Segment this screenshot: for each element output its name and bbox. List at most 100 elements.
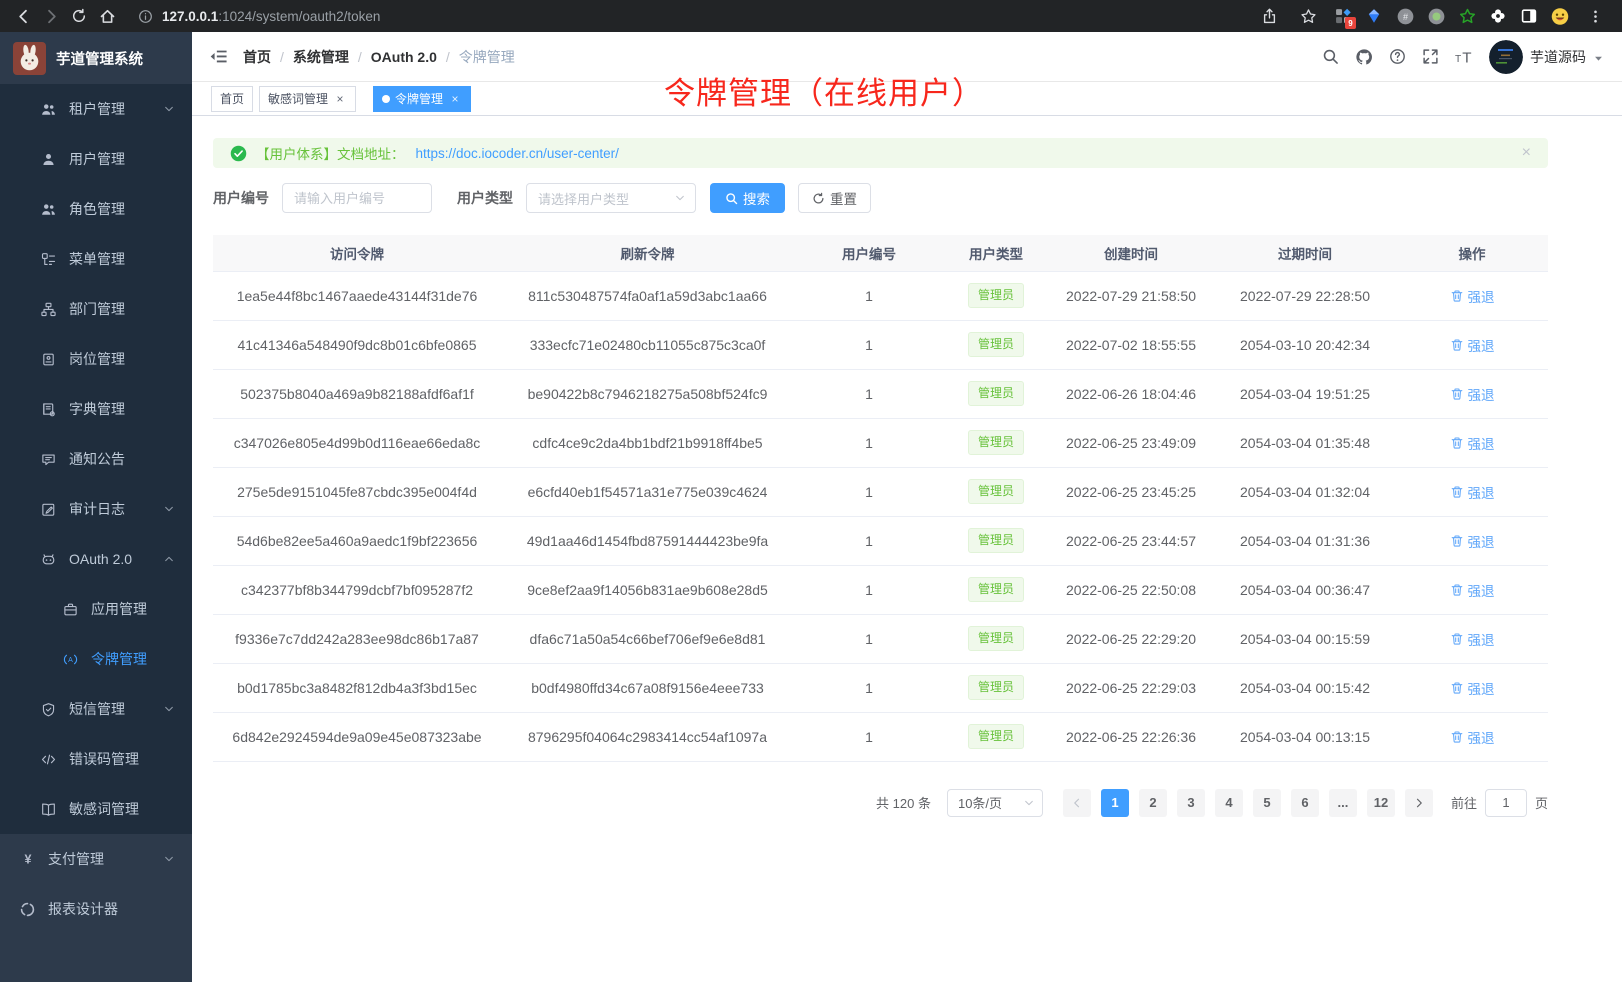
- delete-icon: [1450, 485, 1464, 499]
- expires-at-cell: 2054-03-04 01:32:04: [1214, 467, 1396, 517]
- refresh-token-cell: e6cfd40eb1f54571a31e775e039c4624: [501, 467, 794, 517]
- side-panel-icon[interactable]: [1520, 7, 1538, 25]
- breadcrumb-item[interactable]: 首页: [243, 48, 271, 65]
- sidebar-item[interactable]: 岗位管理: [0, 334, 192, 384]
- alert-close-icon[interactable]: ×: [1521, 144, 1531, 161]
- force-logout-button[interactable]: 强退: [1450, 433, 1495, 453]
- url-host: 127.0.0.1: [162, 8, 219, 24]
- app-logo: [13, 41, 46, 75]
- search-icon[interactable]: [1322, 48, 1339, 65]
- extension-command-icon[interactable]: #: [1396, 7, 1414, 25]
- next-page-button[interactable]: [1404, 788, 1433, 817]
- user-menu[interactable]: 芋道源码: [1489, 39, 1604, 74]
- sidebar-item[interactable]: 短信管理: [0, 684, 192, 734]
- breadcrumb-item[interactable]: OAuth 2.0: [349, 49, 437, 65]
- sidebar-item[interactable]: 敏感词管理: [0, 784, 192, 834]
- home-button[interactable]: [94, 3, 120, 29]
- page-button[interactable]: 12: [1366, 788, 1395, 817]
- force-logout-button[interactable]: 强退: [1450, 286, 1495, 306]
- svg-text:#: #: [1402, 11, 1407, 21]
- page-button[interactable]: 3: [1176, 788, 1205, 817]
- breadcrumb-item[interactable]: 系统管理: [271, 47, 349, 67]
- bookmark-star-button[interactable]: [1295, 3, 1321, 29]
- tab[interactable]: 首页 ×: [211, 85, 254, 112]
- expires-at-cell: 2054-03-10 20:42:34: [1214, 320, 1396, 370]
- caret-down-icon: [1593, 53, 1604, 64]
- site-info-icon[interactable]: [138, 9, 153, 24]
- user-id-input[interactable]: [282, 183, 432, 213]
- extension-blocks-icon[interactable]: 9: [1334, 7, 1356, 29]
- sidebar-item[interactable]: 应用管理: [0, 584, 192, 634]
- breadcrumb-item[interactable]: 令牌管理: [437, 47, 515, 67]
- sidebar-item[interactable]: 字典管理: [0, 384, 192, 434]
- sidebar-item[interactable]: 部门管理: [0, 284, 192, 334]
- extension-record-icon[interactable]: [1427, 7, 1445, 25]
- sidebar-item[interactable]: A 令牌管理: [0, 634, 192, 684]
- extension-star-icon[interactable]: [1458, 7, 1476, 25]
- report-icon: [19, 902, 36, 917]
- tab[interactable]: 敏感词管理 ×: [259, 85, 357, 112]
- user-type-select[interactable]: 请选择用户类型: [526, 183, 696, 213]
- page-button[interactable]: 1: [1100, 788, 1129, 817]
- extension-gem-icon[interactable]: [1365, 7, 1383, 25]
- sidebar-item[interactable]: OAuth 2.0: [0, 534, 192, 584]
- refresh-token-cell: b0df4980ffd34c67a08f9156e4eee733: [501, 663, 794, 713]
- reload-button[interactable]: [66, 3, 92, 29]
- table-row: 41c41346a548490f9dc8b01c6bfe0865 333ecfc…: [213, 320, 1548, 370]
- goto-page-input[interactable]: [1484, 788, 1527, 817]
- column-header: 操作: [1396, 235, 1548, 272]
- force-logout-button[interactable]: 强退: [1450, 531, 1495, 551]
- app-logo-row[interactable]: 芋道管理系统: [0, 32, 192, 84]
- user-type-badge: 管理员: [967, 626, 1024, 651]
- force-logout-button[interactable]: 强退: [1450, 629, 1495, 649]
- share-button[interactable]: [1256, 3, 1282, 29]
- help-icon[interactable]: [1389, 48, 1406, 65]
- sidebar-toggle-icon[interactable]: [209, 47, 228, 66]
- force-logout-button[interactable]: 强退: [1450, 482, 1495, 502]
- expires-at-cell: 2054-03-04 19:51:25: [1214, 369, 1396, 419]
- page-button[interactable]: 2: [1138, 788, 1167, 817]
- expires-at-cell: 2054-03-04 01:35:48: [1214, 418, 1396, 468]
- forward-button[interactable]: [38, 3, 64, 29]
- search-submit-button[interactable]: 搜索: [710, 183, 785, 213]
- force-logout-button[interactable]: 强退: [1450, 580, 1495, 600]
- alert-doc-link[interactable]: https://doc.iocoder.cn/user-center/: [415, 145, 619, 161]
- tab-close-icon[interactable]: ×: [451, 91, 459, 106]
- sidebar-item[interactable]: 通知公告: [0, 434, 192, 484]
- tab-close-icon[interactable]: ×: [336, 91, 344, 106]
- reset-button[interactable]: 重置: [798, 183, 871, 213]
- prev-page-button[interactable]: [1062, 788, 1091, 817]
- table-row: 275e5de9151045fe87cbdc395e004f4d e6cfd40…: [213, 467, 1548, 517]
- browser-menu-button[interactable]: [1582, 3, 1608, 29]
- sidebar-item[interactable]: 角色管理: [0, 184, 192, 234]
- extension-pinwheel-icon[interactable]: [1489, 7, 1507, 25]
- force-logout-button[interactable]: 强退: [1450, 727, 1495, 747]
- back-button[interactable]: [10, 3, 36, 29]
- page-size-select[interactable]: 10条/页: [946, 788, 1043, 817]
- tab[interactable]: 令牌管理 ×: [373, 85, 472, 112]
- sidebar-item[interactable]: ¥ 支付管理: [0, 834, 192, 884]
- github-icon[interactable]: [1355, 48, 1373, 66]
- user-id-cell: 1: [794, 369, 944, 419]
- sidebar-item[interactable]: 租户管理: [0, 84, 192, 134]
- page-button[interactable]: ...: [1328, 788, 1357, 817]
- force-logout-button[interactable]: 强退: [1450, 384, 1495, 404]
- fullscreen-icon[interactable]: [1422, 48, 1439, 65]
- sidebar-item[interactable]: 菜单管理: [0, 234, 192, 284]
- sidebar-item[interactable]: 审计日志: [0, 484, 192, 534]
- sidebar-item[interactable]: 用户管理: [0, 134, 192, 184]
- sidebar-menu: 租户管理 用户管理 角色管理 菜单管理: [0, 84, 192, 934]
- profile-avatar[interactable]: [1551, 7, 1569, 25]
- page-button[interactable]: 6: [1290, 788, 1319, 817]
- force-logout-button[interactable]: 强退: [1450, 678, 1495, 698]
- column-header: 用户类型: [944, 235, 1048, 272]
- address-bar[interactable]: 127.0.0.1:1024/system/oauth2/token: [138, 9, 1254, 24]
- user-type-badge: 管理员: [967, 381, 1024, 406]
- page-button[interactable]: 4: [1214, 788, 1243, 817]
- created-at-cell: 2022-06-25 22:29:03: [1048, 663, 1214, 713]
- sidebar-item[interactable]: 错误码管理: [0, 734, 192, 784]
- force-logout-button[interactable]: 强退: [1450, 335, 1495, 355]
- sidebar-item[interactable]: 报表设计器: [0, 884, 192, 934]
- page-button[interactable]: 5: [1252, 788, 1281, 817]
